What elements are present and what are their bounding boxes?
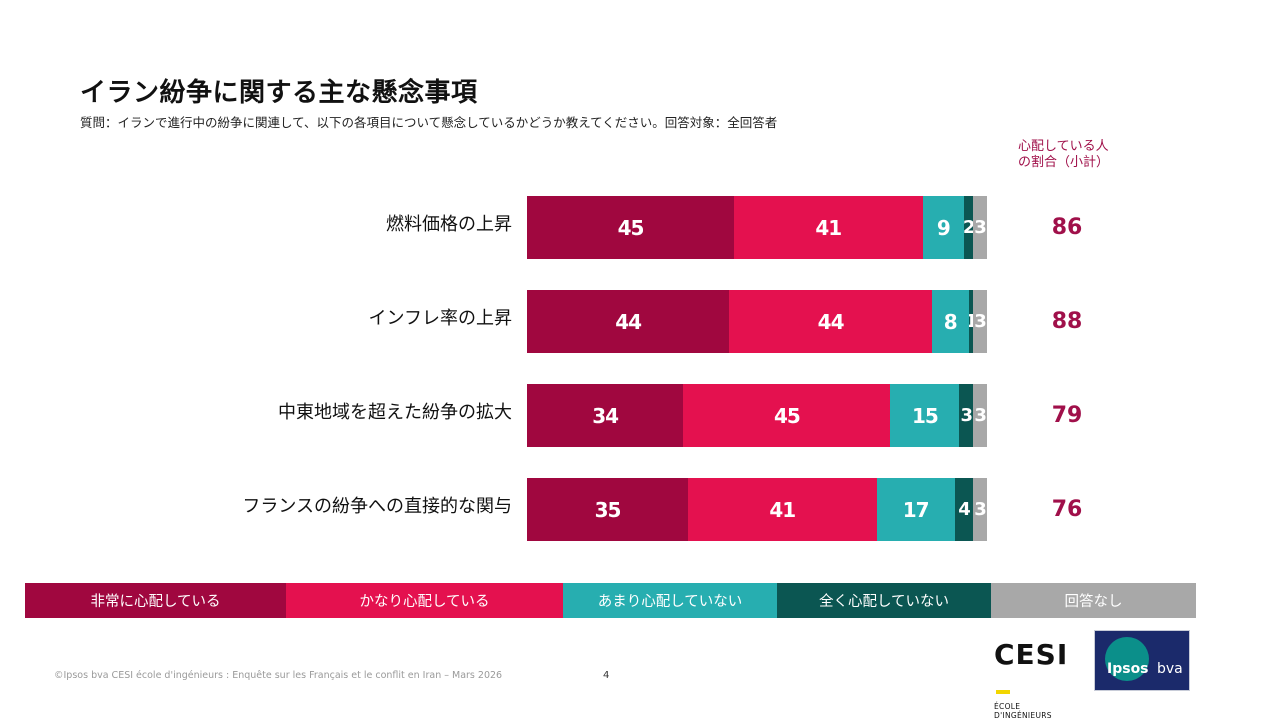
seg-not-very-concerned: 15	[890, 384, 960, 447]
seg-no-answer: 3	[973, 290, 987, 353]
subtotal-value: 76	[1051, 497, 1083, 522]
question-text: 質問：イランで進行中の紛争に関連して、以下の各項目について懸念しているかどうか教…	[80, 115, 778, 130]
seg-very-concerned: 44	[527, 290, 730, 353]
chart-row: 中東地域を超えた紛争の拡大 34 45 15 3 3 79	[0, 384, 1280, 447]
seg-not-at-all-concerned: 3	[959, 384, 974, 447]
legend-item: 非常に心配している	[25, 583, 286, 618]
seg-fairly-concerned: 45	[683, 384, 891, 447]
chart-row: フランスの紛争への直接的な関与 35 41 17 4 3 76	[0, 478, 1280, 541]
legend-item: 回答なし	[991, 583, 1196, 618]
legend-item: かなり心配している	[286, 583, 563, 618]
chart-row: 燃料価格の上昇 45 41 9 2 3 86	[0, 196, 1280, 259]
page-title: イラン紛争に関する主な懸念事項	[80, 78, 478, 108]
stacked-bar: 35 41 17 4 3	[527, 478, 987, 541]
cesi-logo-subtext: ÉCOLE D'INGÉNIEURS	[994, 702, 1052, 720]
category-label: インフレ率の上昇	[368, 308, 512, 329]
subtotal-value: 88	[1051, 309, 1083, 334]
seg-not-very-concerned: 9	[922, 196, 964, 259]
seg-fairly-concerned: 41	[734, 196, 923, 259]
cesi-logo-text: CESI	[994, 638, 1069, 671]
seg-very-concerned: 35	[527, 478, 688, 541]
seg-not-very-concerned: 17	[876, 478, 955, 541]
legend-item: 全く心配していない	[777, 583, 991, 618]
seg-not-very-concerned: 8	[931, 290, 969, 353]
subtotal-header: 心配している人 の割合（小計）	[1018, 139, 1110, 170]
category-label: 燃料価格の上昇	[386, 214, 512, 235]
stacked-bar: 4444813	[527, 290, 987, 353]
page-number: 4	[603, 670, 610, 681]
footer-note: ©Ipsos bva CESI école d'ingénieurs : Enq…	[54, 670, 503, 681]
seg-no-answer: 3	[973, 384, 987, 447]
seg-no-answer: 3	[973, 478, 987, 541]
category-label: 中東地域を超えた紛争の拡大	[278, 402, 512, 423]
stacked-bar: 34 45 15 3 3	[527, 384, 987, 447]
seg-fairly-concerned: 44	[729, 290, 932, 353]
seg-fairly-concerned: 41	[688, 478, 877, 541]
seg-not-at-all-concerned: 2	[963, 196, 974, 259]
subtotal-value: 79	[1051, 403, 1083, 428]
seg-not-at-all-concerned: 4	[954, 478, 974, 541]
stacked-bar: 45 41 9 2 3	[527, 196, 987, 259]
seg-no-answer: 3	[973, 196, 987, 259]
bva-logo-text: bva	[1157, 661, 1183, 677]
chart-row: インフレ率の上昇444481388	[0, 290, 1280, 353]
legend-item: あまり心配していない	[563, 583, 777, 618]
cesi-logo: CESI ÉCOLE D'INGÉNIEURS	[994, 638, 1078, 720]
seg-very-concerned: 34	[527, 384, 684, 447]
chart-legend: 非常に心配している かなり心配している あまり心配していない 全く心配していない 回答な…	[25, 583, 1196, 618]
seg-not-at-all-concerned: 1	[968, 290, 974, 353]
ipsos-circle-icon	[1105, 637, 1149, 681]
ipsos-bva-logo: Ipsos bva	[1094, 630, 1190, 691]
seg-very-concerned: 45	[527, 196, 734, 259]
category-label: フランスの紛争への直接的な関与	[242, 496, 512, 517]
ipsos-logo-text: Ipsos	[1107, 661, 1149, 677]
subtotal-value: 86	[1051, 215, 1083, 240]
cesi-underline-icon	[996, 690, 1010, 694]
